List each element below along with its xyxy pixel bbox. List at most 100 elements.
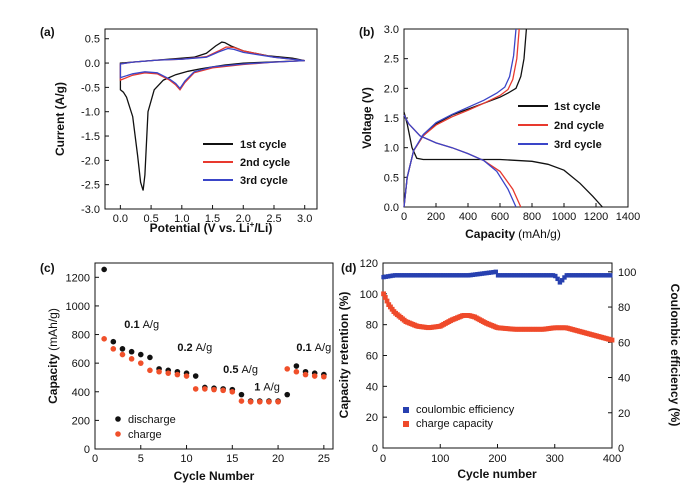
- discharge-point: [119, 346, 126, 352]
- coulombic-efficiency-point: [505, 273, 510, 278]
- x-tick-label: 3.0: [297, 213, 312, 225]
- y-tick-label: -1.5: [81, 131, 100, 143]
- coulombic-efficiency-point: [411, 273, 416, 278]
- legend-b-3: 3rd cycle: [554, 139, 602, 151]
- x-tick-label: 1.5: [205, 213, 220, 225]
- y-tick-label: -2.5: [81, 180, 100, 192]
- coulombic-efficiency-point: [406, 273, 411, 278]
- y-tick-label: -1.0: [81, 107, 100, 119]
- legend-a-2: 2nd cycle: [240, 157, 290, 169]
- y-tick-label: 80: [366, 320, 378, 332]
- coulombic-efficiency-point: [527, 273, 533, 278]
- voltage-curve-2: [403, 28, 528, 208]
- y-tick-label: 100: [360, 289, 378, 301]
- panel-b-ylabel: Voltage (V): [360, 87, 374, 149]
- panel-a-legend: 1st cycle 2nd cycle 3rd cycle: [203, 139, 290, 187]
- panel-d: (d) 0 100 200 300 40012010080604020010080604…: [337, 258, 682, 481]
- panel-d-y2label: Coulombic efficiency (%): [668, 284, 682, 427]
- x-tick-label: 20: [272, 453, 284, 465]
- coulombic-efficiency-point: [436, 273, 441, 278]
- charge-capacity-point: [384, 298, 390, 304]
- coulombic-efficiency-point: [592, 273, 597, 278]
- rate-annotation: 0.5 A/g: [223, 364, 258, 376]
- y2-tick-label: 60: [618, 337, 630, 349]
- coulombic-efficiency-point: [525, 273, 531, 278]
- coulombic-efficiency-point: [477, 271, 482, 277]
- coulombic-efficiency-point: [580, 273, 586, 278]
- coulombic-efficiency-point: [456, 273, 462, 278]
- rate-annotation: 0.2 A/g: [177, 342, 212, 354]
- x-tick-label: 15: [226, 453, 238, 465]
- x-tick-label: 200: [427, 211, 445, 223]
- discharge-point: [147, 354, 153, 361]
- charge-point: [101, 336, 107, 342]
- y-tick-label: 0.0: [85, 58, 100, 70]
- charge-point: [156, 368, 162, 375]
- panel-d-label: (d): [341, 261, 356, 275]
- coulombic-efficiency-point: [550, 273, 556, 278]
- coulombic-efficiency-point: [381, 274, 386, 280]
- coulombic-efficiency-point: [534, 273, 540, 278]
- y-tick-label: -2.0: [81, 155, 100, 167]
- coulombic-efficiency-point: [530, 273, 535, 278]
- coulombic-efficiency-point: [479, 271, 485, 276]
- coulombic-efficiency-point: [383, 274, 389, 279]
- coulombic-efficiency-point: [397, 273, 402, 278]
- coulombic-efficiency-point: [459, 273, 464, 278]
- panel-a-ticks: 0.0 0.5 1.0 1.5 2.0 2.5 3.0 0.5 0.0 -0.5 -1.0 -1.5 -…: [81, 34, 312, 225]
- y2-tick-label: 20: [618, 408, 630, 420]
- x-tick-label: 1400: [616, 211, 640, 223]
- panel-b-xlabel: Capacity (mAh/g): [465, 227, 561, 241]
- charge-point: [311, 373, 318, 379]
- y-tick-label: 40: [366, 381, 378, 393]
- coulombic-efficiency-point: [498, 273, 503, 278]
- charge-point: [220, 387, 226, 394]
- charge-point: [119, 351, 126, 358]
- charge-point: [266, 398, 272, 405]
- coulombic-efficiency-point: [468, 272, 473, 278]
- y-tick-label: 20: [366, 412, 378, 424]
- charge-point: [293, 368, 300, 375]
- y-tick-label: 120: [360, 258, 378, 270]
- coulombic-efficiency-point: [587, 273, 592, 278]
- coulombic-efficiency-point: [388, 273, 393, 279]
- coulombic-efficiency-point: [502, 273, 508, 278]
- coulombic-efficiency-point: [445, 273, 450, 278]
- coulombic-efficiency-point: [395, 273, 400, 278]
- y-tick-label: 3.0: [384, 24, 399, 36]
- coulombic-efficiency-point: [424, 273, 430, 278]
- charge-capacity-point: [609, 337, 615, 343]
- legend-c-1: discharge: [128, 414, 176, 426]
- x-tick-label: 0.5: [143, 213, 158, 225]
- coulombic-efficiency-point: [427, 273, 432, 278]
- y-tick-label: 0.5: [85, 34, 100, 46]
- panel-a-xlabel: Potential (V vs. Li+/Li): [150, 220, 273, 235]
- x-tick-label: 1000: [552, 211, 576, 223]
- coulombic-efficiency-point: [463, 273, 469, 278]
- coulombic-efficiency-point: [401, 273, 407, 278]
- panel-c-frame: [94, 262, 334, 450]
- charge-point: [174, 371, 181, 378]
- coulombic-efficiency-point: [466, 273, 471, 278]
- coulombic-efficiency-point: [608, 273, 613, 278]
- coulombic-efficiency-point: [475, 272, 480, 277]
- coulombic-efficiency-point: [601, 273, 606, 278]
- coulombic-efficiency-point: [557, 280, 563, 285]
- discharge-point: [110, 338, 117, 345]
- charge-point: [256, 398, 263, 405]
- panel-a-frame: [104, 28, 318, 210]
- x-tick-label: 25: [318, 453, 330, 465]
- coulombic-efficiency-point: [537, 273, 542, 278]
- coulombic-efficiency-point: [521, 273, 526, 278]
- coulombic-efficiency-point: [413, 273, 418, 278]
- coulombic-efficiency-point: [447, 273, 453, 278]
- y-tick-label: 0: [372, 443, 378, 455]
- x-tick-label: 5: [138, 453, 144, 465]
- cv-curve-cycle-3: [119, 47, 305, 90]
- y-tick-label: 200: [72, 415, 90, 427]
- coulombic-efficiency-point: [399, 273, 405, 278]
- x-tick-label: 400: [603, 453, 621, 465]
- charge-point: [229, 388, 236, 395]
- discharge-point: [137, 351, 144, 358]
- coulombic-efficiency-point: [507, 273, 512, 278]
